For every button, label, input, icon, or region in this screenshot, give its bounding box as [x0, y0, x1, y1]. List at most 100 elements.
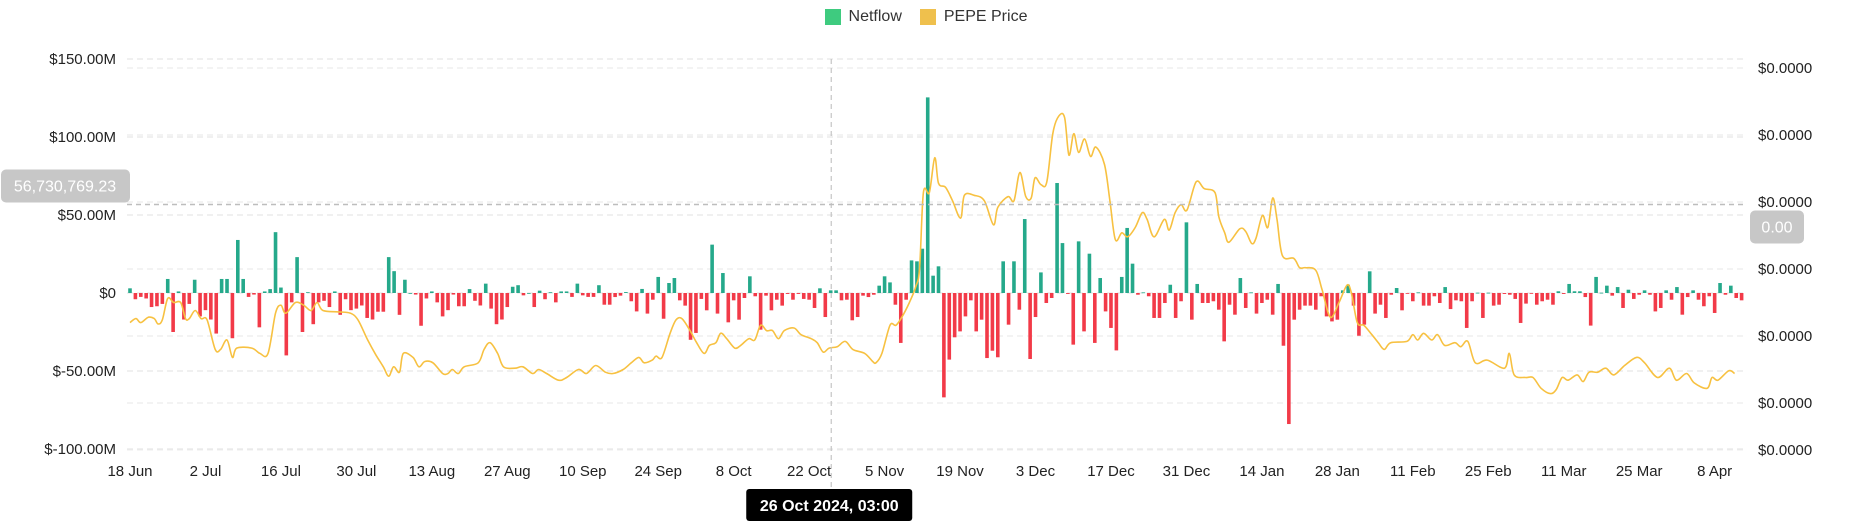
netflow-bar-positive [915, 261, 919, 293]
netflow-bar-negative [1319, 293, 1323, 297]
netflow-bar-negative [1432, 293, 1437, 297]
netflow-bar-negative [618, 293, 623, 296]
netflow-bar-positive [1184, 222, 1189, 293]
netflow-bar-negative [1103, 293, 1108, 312]
netflow-bar-negative [839, 293, 844, 301]
netflow-bar-negative [731, 293, 736, 301]
netflow-bar-positive [1055, 183, 1059, 293]
netflow-bar-negative [661, 293, 666, 319]
netflow-bar-negative [893, 293, 898, 305]
netflow-bar-negative [845, 293, 849, 300]
netflow-bar-positive [1022, 219, 1027, 293]
netflow-bar-negative [1389, 293, 1394, 295]
netflow-bar-positive [667, 283, 671, 293]
netflow-bar-negative [322, 293, 326, 301]
netflow-bar-positive [1599, 292, 1604, 294]
netflow-bar-negative [1114, 293, 1119, 351]
right-tick-label: $0.0000 [1758, 261, 1812, 278]
netflow-bar-negative [1491, 293, 1496, 306]
netflow-bar-negative [1497, 293, 1501, 305]
netflow-bar-positive [1615, 287, 1620, 293]
netflow-bar-positive [931, 275, 935, 293]
netflow-bar-positive [1691, 290, 1695, 293]
netflow-bar-positive [467, 289, 472, 293]
legend-item-pepe-price[interactable]: PEPE Price [919, 8, 1027, 26]
netflow-bar-negative [1146, 293, 1151, 297]
netflow-bar-positive [624, 292, 628, 293]
netflow-bar-negative [1265, 293, 1270, 300]
netflow-bar-negative [1351, 293, 1356, 306]
netflow-bar-positive [1125, 227, 1129, 293]
crosshair-left-value: 56,730,769.23 [14, 179, 116, 196]
netflow-bar-positive [1119, 276, 1124, 293]
netflow-swatch-icon [824, 9, 841, 25]
netflow-bar-positive [1012, 261, 1016, 293]
netflow-bar-negative [969, 293, 973, 301]
netflow-bar-negative [1524, 293, 1528, 304]
netflow-bar-negative [753, 293, 758, 297]
netflow-bar-negative [451, 293, 456, 295]
netflow-bar-positive [925, 97, 930, 293]
netflow-bar-negative [1017, 293, 1022, 310]
netflow-bar-negative [1610, 293, 1615, 296]
netflow-bar-negative [1093, 293, 1097, 343]
netflow-bar-negative [1696, 293, 1701, 300]
netflow-bar-negative [1378, 293, 1383, 305]
netflow-bar-negative [607, 293, 612, 305]
netflow-bar-positive [656, 276, 661, 293]
netflow-bar-positive [1001, 261, 1005, 293]
netflow-bar-positive [1605, 285, 1609, 293]
netflow-bar-negative [985, 293, 989, 359]
netflow-bar-negative [963, 293, 968, 317]
netflow-bar-positive [564, 291, 569, 293]
pepe-price-swatch-icon [919, 9, 936, 25]
netflow-bar-negative [737, 293, 741, 320]
netflow-bar-negative [543, 293, 547, 300]
netflow-bar-negative [726, 293, 731, 323]
netflow-bar-negative [1287, 293, 1291, 425]
netflow-bar-negative [1518, 293, 1523, 323]
netflow-bar-negative [1216, 293, 1221, 310]
netflow-bar-negative [214, 293, 219, 334]
netflow-bar-positive [262, 291, 267, 293]
legend-item-netflow[interactable]: Netflow [824, 8, 902, 26]
netflow-bar-negative [397, 293, 402, 315]
chart-legend: Netflow PEPE Price [0, 8, 1852, 26]
netflow-bar-positive [392, 271, 396, 293]
netflow-bar-positive [225, 278, 229, 293]
netflow-bar-positive [710, 244, 714, 293]
netflow-bar-negative [1049, 293, 1054, 298]
netflow-bar-positive [1394, 288, 1399, 293]
x-tick-label: 25 Feb [1465, 463, 1512, 480]
netflow-bar-negative [1033, 293, 1038, 318]
netflow-bar-negative [1712, 293, 1717, 313]
netflow-bar-positive [537, 290, 542, 293]
netflow-bar-positive [1486, 292, 1491, 294]
netflow-bar-negative [435, 293, 440, 303]
netflow-bar-positive [386, 257, 391, 293]
x-tick-label: 10 Sep [559, 463, 607, 480]
netflow-bar-negative [209, 293, 213, 320]
netflow-bar-negative [683, 293, 687, 306]
netflow-bar-negative [979, 293, 984, 320]
netflow-bar-negative [866, 293, 871, 298]
netflow-bar-negative [645, 293, 650, 314]
netflow-bar-negative [198, 293, 202, 317]
netflow-bar-negative [796, 293, 801, 294]
netflow-bar-negative [1211, 293, 1216, 302]
netflow-bar-positive [748, 276, 752, 293]
x-tick-label: 25 Mar [1616, 463, 1663, 480]
netflow-bar-negative [155, 293, 159, 307]
x-tick-label: 30 Jul [336, 463, 376, 480]
netflow-bar-negative [1190, 293, 1194, 320]
netflow-bar-negative [413, 293, 418, 295]
netflow-bar-negative [187, 293, 192, 304]
netflow-bar-negative [532, 293, 537, 308]
netflow-bar-negative [1233, 293, 1237, 315]
left-tick-label: $100.00M [49, 129, 116, 146]
netflow-bar-negative [1513, 293, 1518, 299]
netflow-bar-negative [1270, 293, 1275, 315]
netflow-bar-positive [1594, 276, 1598, 293]
netflow-bar-negative [1658, 293, 1663, 308]
